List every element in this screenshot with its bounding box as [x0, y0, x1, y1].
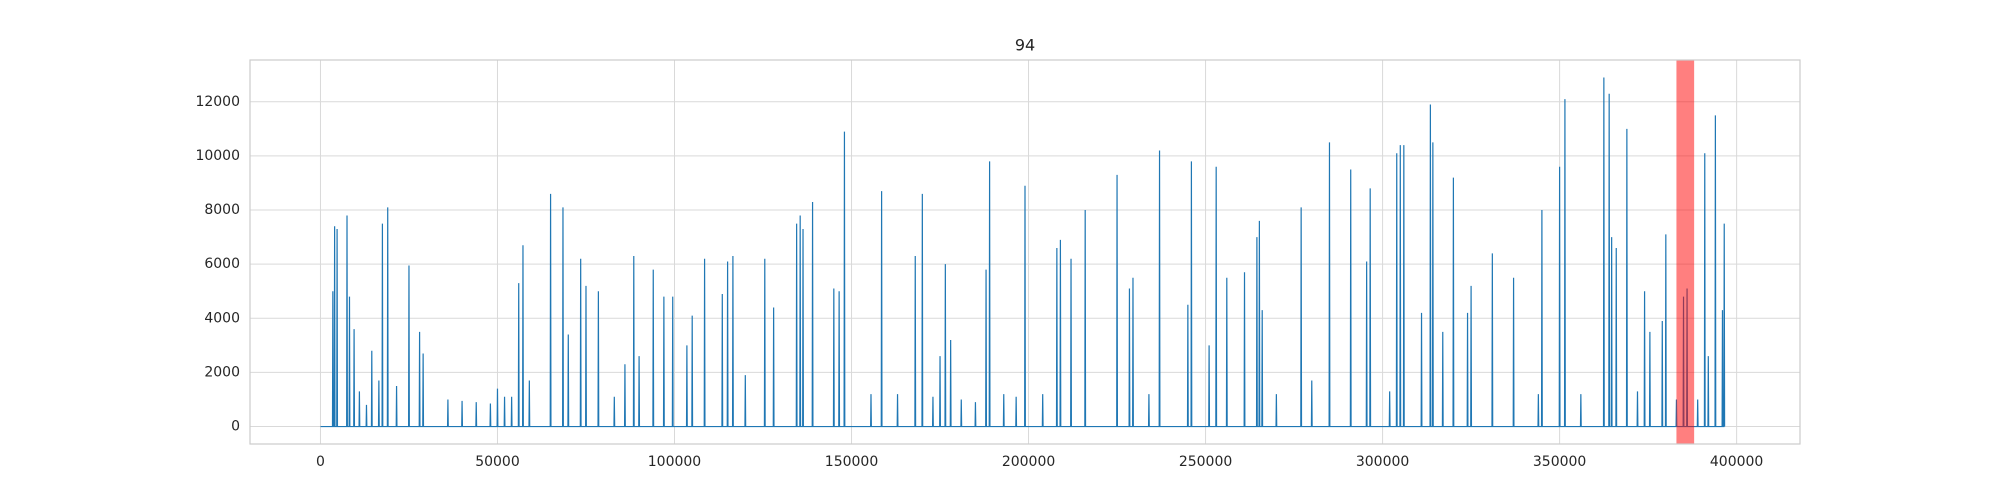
chart-title: 94	[1015, 36, 1035, 55]
x-tick-label: 250000	[1179, 454, 1232, 470]
x-tick-label: 50000	[475, 454, 520, 470]
x-tick-label: 100000	[648, 454, 701, 470]
y-tick-label: 4000	[204, 310, 240, 326]
x-tick-label: 400000	[1710, 454, 1763, 470]
highlight-span	[1676, 60, 1695, 444]
y-tick-label: 6000	[204, 256, 240, 272]
y-tick-label: 2000	[204, 364, 240, 380]
x-tick-label: 0	[316, 454, 325, 470]
y-tick-label: 12000	[195, 94, 240, 110]
x-tick-label: 200000	[1002, 454, 1055, 470]
data-line	[320, 77, 1726, 428]
x-tick-label: 350000	[1533, 454, 1586, 470]
plot-frame	[249, 59, 1801, 445]
x-tick-label: 150000	[825, 454, 878, 470]
y-tick-label: 10000	[195, 148, 240, 164]
y-tick-label: 8000	[204, 202, 240, 218]
x-tick-label: 300000	[1356, 454, 1409, 470]
y-tick-label: 0	[231, 419, 240, 435]
